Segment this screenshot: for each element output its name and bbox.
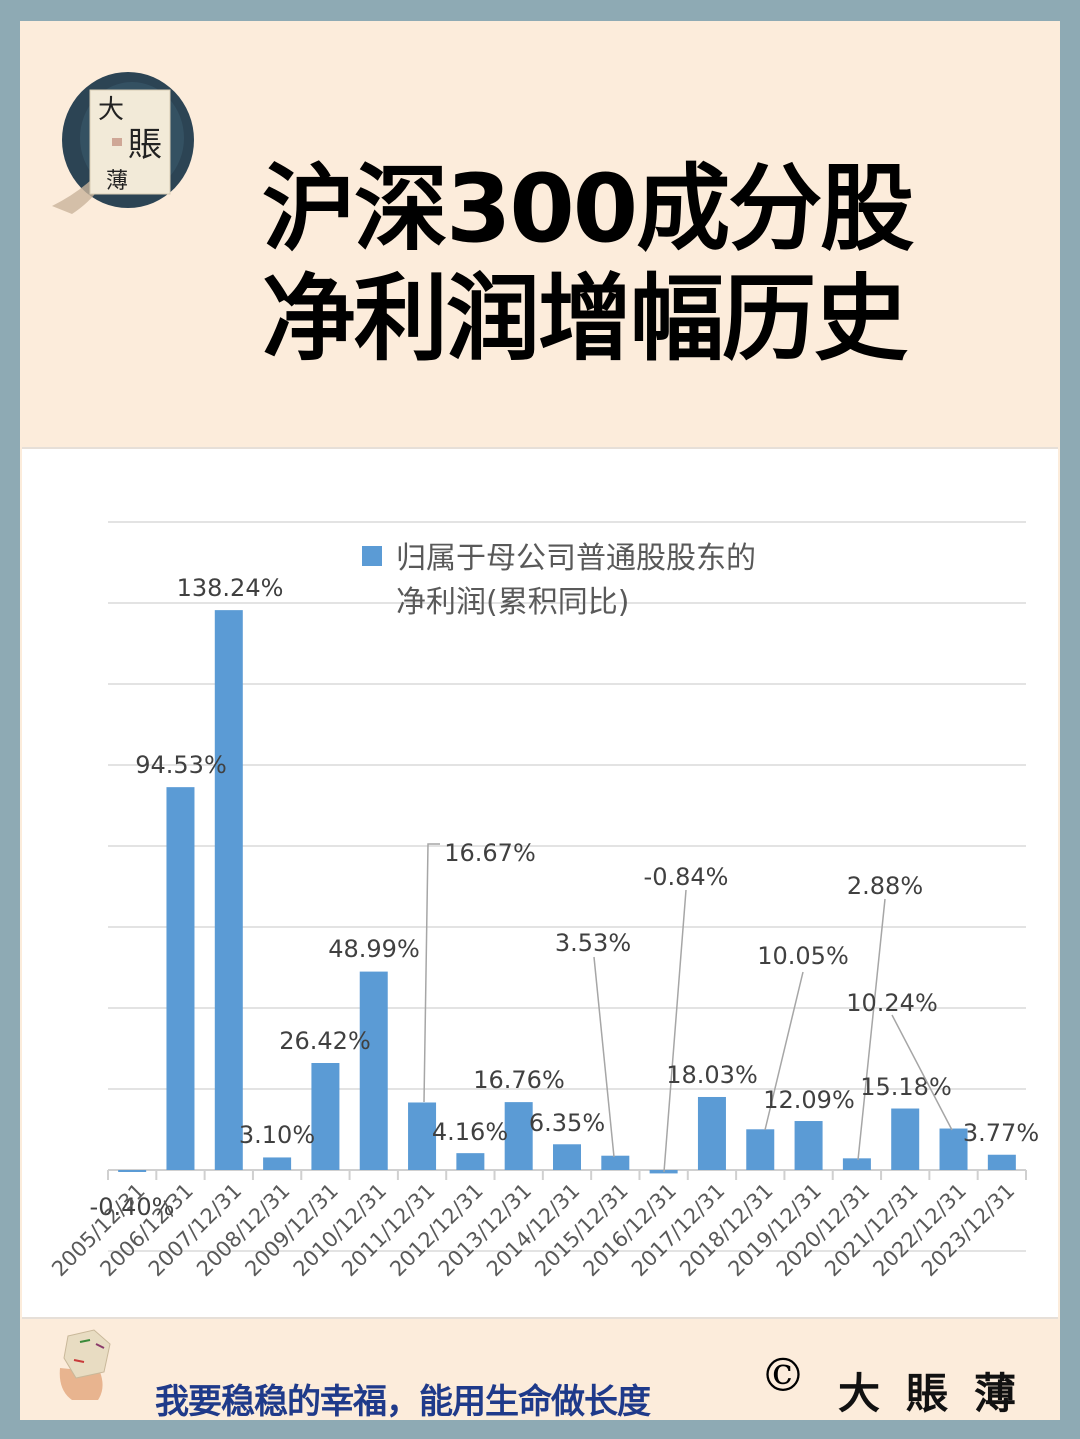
data-label: 10.05% — [757, 942, 849, 970]
data-label: 6.35% — [529, 1109, 605, 1137]
data-label: 4.16% — [432, 1118, 508, 1146]
bar — [842, 1158, 871, 1170]
copyright-icon: © — [760, 1348, 806, 1402]
page-title: 沪深300成分股 净利润增幅历史 — [262, 155, 914, 375]
bar — [359, 971, 388, 1170]
legend-label: 净利润(累积同比) — [396, 585, 629, 620]
bar — [408, 1102, 437, 1170]
legend-label: 归属于母公司普通股股东的 — [396, 541, 756, 576]
leader-line — [891, 1014, 953, 1131]
bar-chart: -0.40% 94.53% 138.24% 3.10% 26.42% 48.99% 16.6… — [47, 521, 1039, 1281]
bar — [311, 1062, 340, 1170]
data-label: 138.24% — [177, 574, 284, 602]
leader-line — [764, 971, 804, 1131]
title-line-2: 净利润增幅历史 — [262, 265, 908, 374]
bar — [697, 1096, 726, 1170]
data-label: 3.53% — [555, 929, 631, 957]
leader-line — [857, 898, 886, 1161]
data-label: 15.18% — [860, 1073, 952, 1101]
leader-line — [663, 889, 687, 1173]
bar — [166, 787, 195, 1170]
footer-slogan: 我要稳稳的幸福，能用生命做长度 — [155, 1382, 651, 1422]
bar — [456, 1153, 485, 1170]
bar — [987, 1154, 1016, 1170]
data-label: -0.40% — [90, 1193, 175, 1221]
chart-panel: -0.40% 94.53% 138.24% 3.10% 26.42% 48.99% 16.6… — [22, 447, 1058, 1319]
data-label: 26.42% — [279, 1027, 371, 1055]
leader-line — [593, 956, 615, 1158]
footer: 我要稳稳的幸福，能用生命做长度 © 大賬薄 — [20, 1318, 1060, 1422]
leader-line — [423, 843, 440, 1103]
bar — [601, 1155, 630, 1170]
legend-swatch — [362, 546, 382, 566]
logo-char-2: 賬 — [128, 125, 162, 165]
bar — [794, 1121, 823, 1170]
logo-char-3: 薄 — [106, 169, 128, 194]
data-label: 16.76% — [473, 1066, 565, 1094]
bar — [891, 1108, 920, 1170]
logo-char-1: 大 — [98, 95, 124, 125]
bar — [263, 1157, 292, 1170]
data-label: 3.77% — [963, 1119, 1039, 1147]
bar — [746, 1129, 775, 1170]
title-line-1: 沪深300成分股 — [262, 155, 914, 264]
footer-brand-signature: 大賬薄 — [838, 1369, 1043, 1418]
data-label: 12.09% — [763, 1086, 855, 1114]
fortune-teller-hand-icon — [54, 1328, 124, 1402]
bar — [939, 1128, 968, 1170]
data-label: -0.84% — [644, 863, 729, 891]
data-label: 94.53% — [135, 751, 227, 779]
data-label: 3.10% — [239, 1121, 315, 1149]
bar — [504, 1102, 533, 1170]
brand-logo-icon: 大 賬 薄 — [52, 66, 198, 216]
data-label: 48.99% — [328, 935, 420, 963]
bar — [118, 1170, 147, 1172]
data-label: 10.24% — [846, 989, 938, 1017]
data-label: 16.67% — [444, 839, 536, 867]
data-label: 18.03% — [666, 1061, 758, 1089]
bar — [553, 1144, 581, 1170]
bar — [214, 610, 243, 1170]
data-label: 2.88% — [847, 872, 923, 900]
